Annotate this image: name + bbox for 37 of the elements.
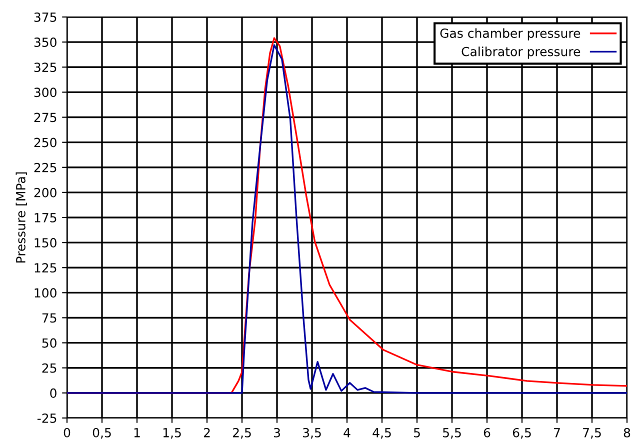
x-tick-label: 5	[414, 428, 420, 438]
y-tick-label: 75	[42, 313, 56, 323]
y-tick-label: 275	[34, 112, 56, 122]
x-tick-label: 4	[344, 428, 350, 438]
y-tick-label: 200	[34, 188, 56, 198]
y-tick-label: -25	[37, 413, 56, 423]
x-tick-label: 2,5	[232, 428, 251, 439]
y-tick-label: 150	[34, 238, 56, 248]
x-tick-label: 7	[554, 428, 560, 438]
y-tick-label: 0	[50, 388, 56, 398]
y-tick-label: 375	[34, 12, 56, 22]
x-tick-label: 7,5	[583, 428, 601, 439]
x-tick-label: 4,5	[372, 428, 391, 439]
y-axis-title: Pressure [MPa]	[16, 172, 27, 263]
x-tick-label: 5,5	[443, 428, 461, 439]
x-tick-label: 0,5	[92, 428, 111, 439]
y-tick-label: 125	[34, 263, 56, 273]
y-tick-label: 175	[34, 213, 56, 222]
x-tick-label: 6	[484, 428, 490, 438]
x-tick-label: 0	[64, 428, 70, 438]
x-tick-label: 2	[204, 428, 210, 438]
y-tick-label: 50	[42, 338, 56, 348]
y-tick-label: 25	[42, 363, 56, 373]
x-tick-label: 1	[134, 428, 140, 438]
y-tick-label: 350	[34, 38, 56, 47]
x-tick-label: 1,5	[163, 428, 181, 439]
x-tick-label: 6,5	[512, 428, 531, 439]
y-tick-label: 225	[34, 162, 56, 172]
x-tick-label: 3	[274, 428, 280, 438]
x-tick-label: 3,5	[303, 428, 321, 439]
legend-label: Gas chamber pressure	[440, 28, 580, 40]
x-tick-label: 8	[624, 428, 630, 438]
y-tick-label: 250	[34, 138, 56, 148]
y-tick-label: 100	[34, 288, 56, 298]
y-tick-label: 300	[34, 88, 56, 98]
y-tick-label: 325	[34, 62, 56, 72]
legend-label: Calibrator pressure	[462, 46, 580, 59]
